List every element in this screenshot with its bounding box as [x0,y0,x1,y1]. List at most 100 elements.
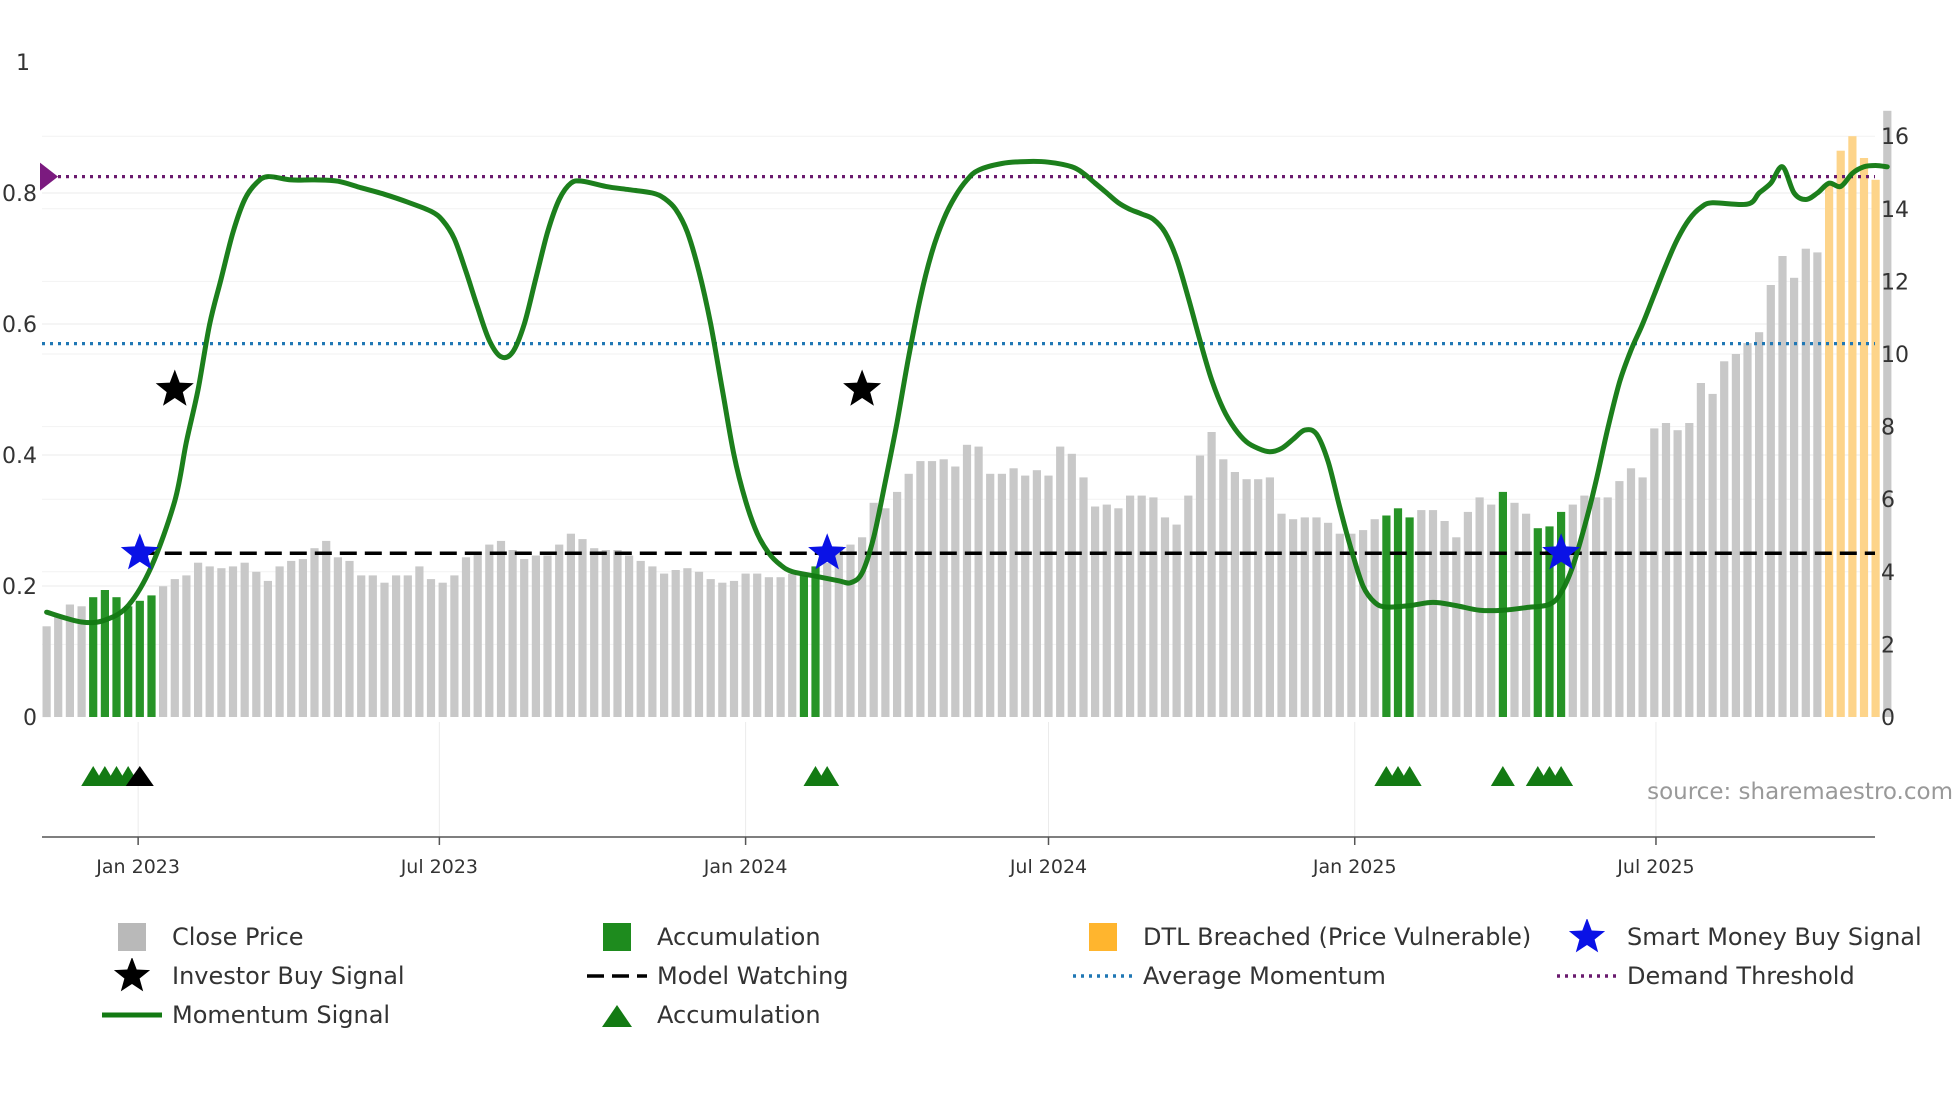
accumulation-bar [89,597,98,717]
close-price-bar [1265,477,1274,717]
close-price-bar [1428,510,1438,717]
close-price-bar [1475,497,1484,717]
legend-star-icon [1568,919,1606,953]
close-price-bar [1289,519,1298,717]
close-price-bar [939,459,948,717]
accumulation-bar [124,606,133,717]
close-price-bar [1766,285,1775,717]
right-axis-tick-label: 2 [1881,633,1895,658]
legend-item-demand-threshold: Demand Threshold [1557,958,1855,994]
close-price-bar [252,571,261,717]
close-price-bar [263,580,272,717]
close-price-bar [543,555,552,717]
smart-money-buy-signal-icon [1542,533,1581,570]
close-price-bar [1149,497,1158,717]
legend-label: Close Price [172,923,304,951]
close-price-bar [986,473,995,717]
close-price-bar [275,566,284,717]
accumulation-bar [1382,515,1391,717]
close-price-bar [217,568,226,717]
investor-buy-signal-icon [843,369,882,406]
close-price-bar [962,444,972,718]
close-price-bar [485,544,494,717]
right-axis-tick-label: 6 [1881,488,1895,513]
close-price-bar [590,548,599,717]
accumulation-marker-icon [1549,766,1574,786]
left-axis-tick-label: 1 [16,51,30,76]
close-price-bar [718,582,727,717]
accumulation-marker-icon [1397,766,1422,786]
momentum-signal-line [44,158,1890,626]
close-price-bar [1207,432,1216,717]
close-price-bar [1731,354,1740,717]
left-axis: 0 0.2 0.4 0.6 0.8 1 [2,51,37,731]
x-axis: Jan 2023 Jul 2023 Jan 2024 Jul 2024 Jan 2025… [95,837,1695,878]
close-price-bar [1615,481,1624,717]
close-price-bar [1277,513,1286,717]
close-price-bar [1778,256,1787,717]
close-price-bar [834,546,843,717]
legend-square-icon [118,923,146,951]
close-price-bar [1743,343,1752,717]
close-price-bar [729,580,739,717]
close-price-bar [298,559,307,717]
right-axis-tick-label: 12 [1881,270,1909,295]
close-price-bar [1126,495,1135,717]
close-price-bar [1650,428,1659,717]
close-price-bar [1091,506,1100,717]
close-price-bar [170,579,179,717]
source-label: source: sharemaestro.com [1647,779,1953,805]
dtl-breached-bar [1836,150,1845,717]
close-price-bar [473,551,482,717]
close-price-bar [1067,453,1076,717]
close-price-bar [508,550,517,717]
close-price-bar [578,539,587,717]
momentum-signal [44,158,1890,626]
close-price-bar [1114,508,1123,717]
right-axis-tick-label: 4 [1881,561,1895,586]
close-price-bar [520,559,529,717]
legend-label: Accumulation [657,1001,821,1029]
left-axis-tick-label: 0 [23,706,37,731]
close-price-bar [1883,110,1892,718]
accumulation-bar [1533,528,1542,717]
legend-label: Average Momentum [1143,962,1386,990]
left-axis-tick-label: 0.8 [2,182,37,207]
left-axis-tick-label: 0.6 [2,313,37,338]
close-price-bar [1347,533,1356,717]
legend-line-icon [102,1012,162,1018]
close-price-bar [438,582,447,717]
close-price-bar [1522,513,1531,717]
close-price-bar [1755,332,1764,717]
close-price-bar [951,466,960,717]
close-price-bar [1137,495,1146,717]
x-axis-tick-label: Jan 2023 [95,856,180,878]
close-price-bar [694,571,704,717]
signal-stars [120,369,1581,570]
close-price-bar [1452,537,1461,717]
left-axis-tick-label: 0.2 [2,575,37,600]
x-axis-tick-label: Jul 2024 [1009,856,1087,878]
accumulation-bar [1393,508,1403,717]
legend-square-icon [603,923,631,951]
x-axis-tick-label: Jan 2025 [1312,856,1397,878]
close-price-bar [1312,517,1321,717]
close-price-bar [753,573,762,717]
right-axis-tick-label: 14 [1881,198,1909,223]
accumulation-bar [147,595,156,717]
close-price-bar [415,566,424,717]
close-price-bar [764,577,773,717]
close-price-bar [392,575,401,717]
close-price-bar [461,557,471,717]
close-price-bar [1021,475,1030,717]
legend-dot-icon [1557,974,1617,978]
close-price-bar [531,555,540,717]
close-price-bar [1661,423,1671,717]
close-price-bar [776,577,785,717]
lower-panel [42,766,1875,838]
close-price-bar [159,586,168,717]
legend-item-momentum-signal: Momentum Signal [102,997,390,1033]
close-price-bar [1440,521,1449,717]
dtl-breached-bar [1859,158,1869,717]
accumulation-marker-icon [1490,766,1515,786]
